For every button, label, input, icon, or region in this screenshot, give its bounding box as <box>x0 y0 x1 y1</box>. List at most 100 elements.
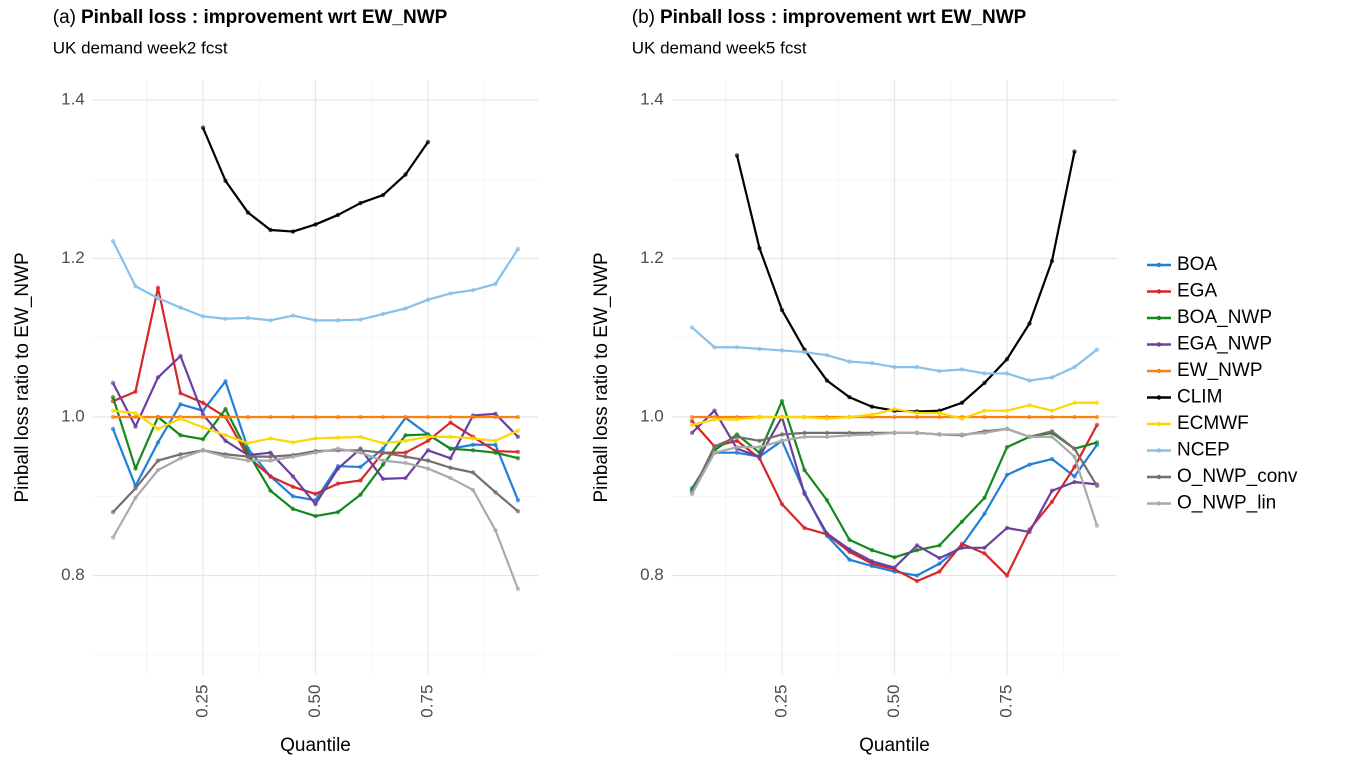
data-point <box>200 314 206 319</box>
data-point <box>313 414 318 420</box>
data-point <box>155 426 161 432</box>
data-point <box>223 454 228 459</box>
data-point <box>493 490 498 495</box>
data-point <box>448 465 453 470</box>
legend-swatch-point <box>1156 395 1162 400</box>
data-point <box>290 414 296 420</box>
data-point <box>470 487 476 493</box>
data-point <box>380 311 386 317</box>
data-point <box>892 565 897 570</box>
data-point <box>515 428 521 433</box>
data-point <box>335 446 341 451</box>
y-axis-label: Pinball loss ratio to EW_NWP <box>12 252 33 502</box>
data-point <box>515 449 521 455</box>
data-point <box>200 425 206 430</box>
data-point <box>358 464 363 470</box>
data-point <box>380 446 386 451</box>
legend-swatch-point <box>1156 421 1162 427</box>
data-point <box>1004 408 1010 413</box>
data-point <box>779 432 785 437</box>
data-point <box>155 295 161 301</box>
subtitle: UK demand week5 fcst <box>632 38 807 57</box>
data-point <box>757 438 762 444</box>
legend-label: EGA_NWP <box>1177 334 1272 355</box>
data-point <box>1072 474 1077 479</box>
data-point <box>712 417 717 422</box>
data-point <box>1094 483 1100 489</box>
data-point <box>802 467 807 473</box>
data-point <box>335 212 341 218</box>
data-point <box>802 414 807 420</box>
data-point <box>313 491 318 497</box>
data-point <box>1004 573 1010 578</box>
data-point <box>1094 414 1100 420</box>
x-axis-label: Quantile <box>859 735 930 756</box>
data-point <box>1004 414 1010 420</box>
data-point <box>1004 371 1010 376</box>
legend-label: O_NWP_lin <box>1177 493 1276 514</box>
x-axis-label: Quantile <box>280 735 351 756</box>
data-point <box>734 434 740 440</box>
data-point <box>1027 378 1032 383</box>
data-point <box>892 406 897 412</box>
data-point <box>380 458 386 463</box>
y-tick-label: 1.2 <box>61 248 85 267</box>
data-point <box>403 414 408 420</box>
legend-label: EGA <box>1177 281 1217 302</box>
data-point <box>734 450 740 455</box>
data-point <box>1049 429 1055 434</box>
data-point <box>335 509 341 515</box>
data-point <box>110 426 116 432</box>
data-point <box>290 313 296 318</box>
data-point <box>245 454 251 459</box>
data-point <box>959 541 965 547</box>
data-point <box>824 434 830 440</box>
data-point <box>779 307 785 313</box>
y-tick-label: 1.4 <box>640 89 664 108</box>
data-point <box>245 440 251 446</box>
data-point <box>712 450 717 455</box>
x-tick-label: 0.75 <box>996 685 1015 718</box>
data-point <box>734 444 740 450</box>
data-point <box>268 488 273 493</box>
x-tick-label: 0.25 <box>192 685 211 718</box>
data-point <box>515 509 521 514</box>
data-point <box>1049 434 1055 440</box>
data-point <box>155 375 161 380</box>
data-point <box>937 543 942 548</box>
data-point <box>914 414 920 420</box>
data-point <box>403 306 408 311</box>
data-point <box>110 509 116 515</box>
data-point <box>869 547 875 553</box>
data-point <box>802 525 807 531</box>
data-point <box>425 458 431 463</box>
data-point <box>358 200 363 206</box>
data-point <box>712 408 717 413</box>
data-point <box>178 305 183 310</box>
data-point <box>959 400 965 405</box>
data-point <box>268 318 273 323</box>
data-point <box>133 424 138 429</box>
data-point <box>448 291 453 296</box>
data-point <box>515 246 521 252</box>
data-point <box>847 414 852 420</box>
data-point <box>313 318 318 323</box>
data-point <box>1094 523 1100 528</box>
data-point <box>802 430 807 436</box>
data-point <box>914 543 920 548</box>
data-point <box>313 513 318 519</box>
data-point <box>290 474 296 479</box>
data-point <box>290 494 296 499</box>
data-point <box>1027 402 1032 408</box>
x-tick-label: 0.50 <box>884 685 903 718</box>
data-point <box>425 434 431 440</box>
data-point <box>380 462 386 467</box>
data-point <box>982 545 987 550</box>
data-point <box>959 367 965 372</box>
data-point <box>869 404 875 409</box>
data-point <box>1094 440 1100 445</box>
data-point <box>223 379 228 384</box>
x-tick-label: 0.25 <box>771 685 790 718</box>
data-point <box>734 438 740 444</box>
